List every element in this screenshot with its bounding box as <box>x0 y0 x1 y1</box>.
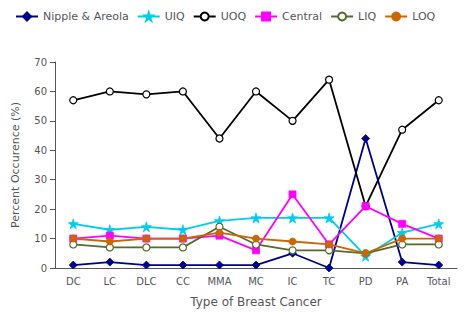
svg-text:LIQ: LIQ <box>358 10 376 23</box>
svg-text:LOQ: LOQ <box>412 10 435 23</box>
svg-text:20: 20 <box>34 204 47 215</box>
svg-text:UIQ: UIQ <box>165 10 185 23</box>
svg-text:UOQ: UOQ <box>221 10 247 23</box>
svg-text:PA: PA <box>396 276 408 287</box>
svg-text:10: 10 <box>34 233 47 244</box>
svg-text:70: 70 <box>34 57 47 68</box>
svg-text:50: 50 <box>34 115 47 126</box>
svg-text:60: 60 <box>34 86 47 97</box>
svg-text:Percent Occurence (%): Percent Occurence (%) <box>9 102 22 228</box>
svg-text:Nipple & Areola: Nipple & Areola <box>43 10 129 23</box>
svg-text:30: 30 <box>34 174 47 185</box>
svg-text:CC: CC <box>176 276 190 287</box>
svg-text:Central: Central <box>282 10 322 23</box>
svg-text:40: 40 <box>34 145 47 156</box>
svg-text:MMA: MMA <box>207 276 231 287</box>
svg-text:IC: IC <box>288 276 298 287</box>
svg-text:DLC: DLC <box>136 276 156 287</box>
svg-text:MC: MC <box>248 276 264 287</box>
svg-text:PD: PD <box>359 276 373 287</box>
svg-text:LC: LC <box>104 276 117 287</box>
svg-text:DC: DC <box>66 276 81 287</box>
svg-text:Type of Breast Cancer: Type of Breast Cancer <box>189 295 321 309</box>
svg-text:Total: Total <box>426 276 450 287</box>
svg-text:TC: TC <box>322 276 336 287</box>
svg-text:0: 0 <box>41 263 47 274</box>
